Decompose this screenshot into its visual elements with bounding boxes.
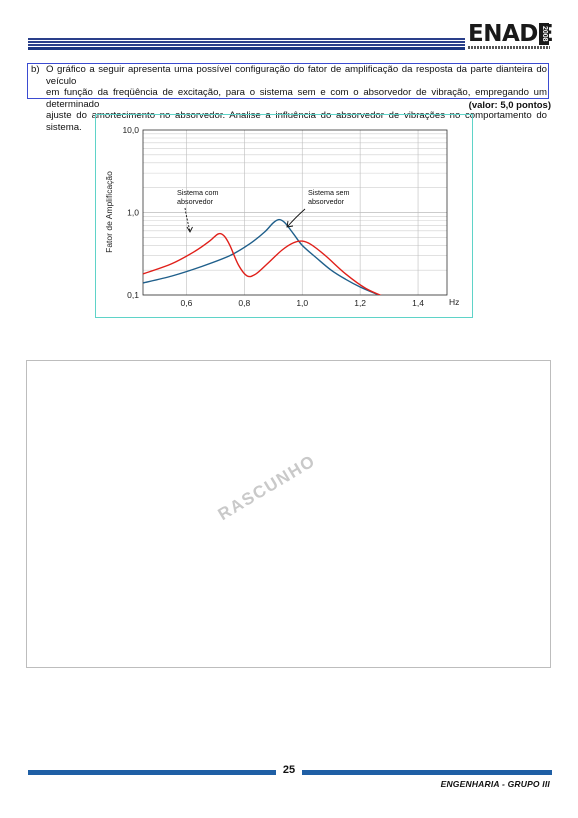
question-value: (valor: 5,0 pontos): [468, 100, 551, 111]
annotation-sem-arrow: [287, 208, 306, 227]
x-tick-label: 0,6: [181, 298, 193, 308]
footer-bar-right: [302, 770, 552, 775]
question-line: em função da freqüência de excitação, pa…: [46, 87, 547, 110]
question-box: [27, 63, 549, 99]
y-axis-label: Fator de Amplificação: [104, 171, 114, 253]
annotation-com-line2: absorvedor: [177, 197, 214, 206]
annotation-sem-arrowhead: [286, 220, 294, 228]
draft-box: [26, 360, 551, 668]
enade-logo: ENADE 2008: [468, 22, 554, 52]
x-tick-label: 1,2: [354, 298, 366, 308]
series-line-sistema-com-absorvedor: [143, 232, 382, 295]
question-label: b): [31, 64, 40, 75]
annotation-com-arrowhead: [186, 226, 193, 233]
x-tick-label: 1,4: [412, 298, 424, 308]
chart-grid: [143, 130, 447, 296]
footer-course: ENGENHARIA - GRUPO III: [440, 779, 550, 789]
logo-year: 2008: [539, 23, 549, 45]
logo-subtitle-strip: [468, 46, 550, 49]
x-tick-label: 0,8: [238, 298, 250, 308]
header-rule: [28, 38, 465, 50]
footer-bar-left: [28, 770, 276, 775]
plot-area-border: [142, 129, 448, 296]
y-tick-label: 0,1: [127, 290, 139, 300]
x-axis-unit-label: Hz: [449, 297, 459, 307]
annotation-com-line1: Sistema com: [177, 188, 219, 197]
y-tick-label: 10,0: [122, 125, 139, 135]
question-line: O gráfico a seguir apresenta uma possíve…: [46, 64, 547, 87]
series-line-sistema-sem-absorvedor: [143, 218, 382, 295]
annotation-sem-line1: Sistema sem: [308, 188, 350, 197]
page-number: 25: [282, 764, 296, 776]
annotation-com-arrow: [184, 207, 191, 232]
annotation-sem-line2: absorvedor: [308, 197, 345, 206]
question-line: ajuste do amortecimento no absorvedor. A…: [46, 110, 547, 133]
chart-frame: [95, 114, 473, 318]
y-tick-label: 1,0: [127, 208, 139, 218]
x-tick-label: 1,0: [296, 298, 308, 308]
amplification-chart: 10,0 1,0 0,1 0,6 0,8 1,0 1,2 1,4 Fator de Ampl…: [104, 125, 459, 308]
question-text: b) O gráfico a seguir apresenta uma poss…: [31, 64, 547, 134]
